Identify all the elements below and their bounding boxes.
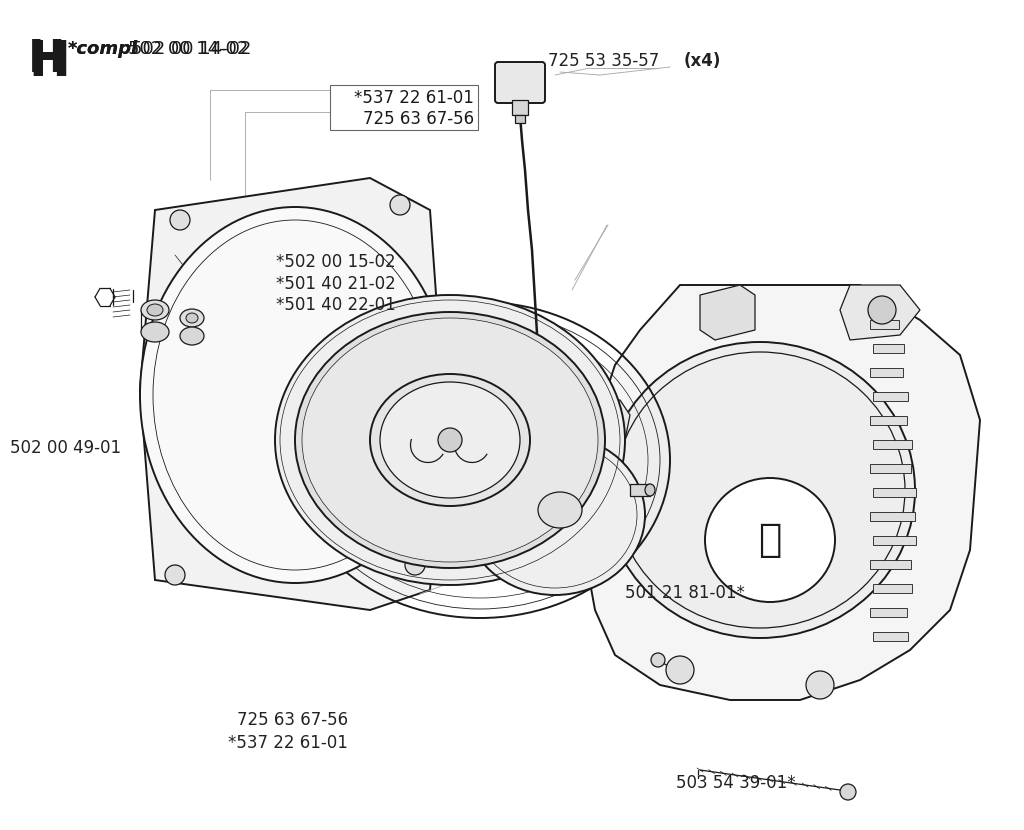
- Ellipse shape: [651, 653, 665, 667]
- Text: H: H: [28, 38, 66, 81]
- Ellipse shape: [141, 300, 169, 320]
- Text: H: H: [28, 38, 70, 86]
- Ellipse shape: [141, 322, 169, 342]
- Text: (x4): (x4): [684, 51, 721, 70]
- Bar: [870, 416, 907, 425]
- Polygon shape: [585, 285, 980, 700]
- Text: 725 63 67-56: 725 63 67-56: [362, 110, 474, 128]
- Ellipse shape: [170, 210, 190, 230]
- Text: 725 63 67-56: 725 63 67-56: [237, 711, 348, 730]
- Ellipse shape: [180, 327, 204, 345]
- Ellipse shape: [165, 565, 185, 585]
- Text: 503 54 39-01*: 503 54 39-01*: [676, 774, 796, 792]
- Polygon shape: [140, 178, 445, 610]
- Polygon shape: [700, 285, 755, 340]
- Text: *501 40 22-01: *501 40 22-01: [276, 296, 396, 315]
- Bar: [873, 536, 916, 545]
- Ellipse shape: [406, 555, 425, 575]
- Ellipse shape: [186, 313, 198, 323]
- Bar: [873, 584, 912, 593]
- Bar: [870, 560, 911, 569]
- Ellipse shape: [868, 296, 896, 324]
- Ellipse shape: [806, 671, 834, 699]
- Ellipse shape: [666, 656, 694, 684]
- Bar: [870, 368, 903, 377]
- Ellipse shape: [370, 374, 530, 506]
- Text: Ⓗ: Ⓗ: [759, 521, 781, 559]
- Ellipse shape: [705, 478, 835, 602]
- Ellipse shape: [538, 492, 582, 528]
- Text: *compl: *compl: [68, 40, 138, 58]
- Bar: [870, 320, 899, 329]
- FancyBboxPatch shape: [495, 62, 545, 103]
- Bar: [630, 484, 650, 496]
- Text: *537 22 61-01: *537 22 61-01: [354, 89, 474, 107]
- Ellipse shape: [840, 784, 856, 800]
- Text: 725 53 35-57: 725 53 35-57: [548, 51, 659, 70]
- Bar: [870, 464, 911, 473]
- Polygon shape: [840, 285, 920, 340]
- Bar: [873, 440, 912, 449]
- Bar: [873, 392, 908, 401]
- Text: *compl: *compl: [68, 40, 138, 58]
- Text: 502 00 49-01: 502 00 49-01: [10, 439, 122, 457]
- Bar: [870, 512, 915, 521]
- Text: 502 00 14-02: 502 00 14-02: [128, 40, 249, 58]
- Ellipse shape: [140, 207, 450, 583]
- Bar: [873, 488, 916, 497]
- Text: *537 22 61-01: *537 22 61-01: [228, 734, 348, 752]
- Ellipse shape: [438, 428, 462, 452]
- Ellipse shape: [645, 484, 655, 496]
- Bar: [330, 85, 478, 130]
- Ellipse shape: [302, 318, 598, 562]
- Bar: [873, 632, 908, 641]
- Ellipse shape: [180, 309, 204, 327]
- Bar: [873, 344, 904, 353]
- Ellipse shape: [147, 304, 163, 316]
- Text: 502 00 14-02: 502 00 14-02: [131, 40, 251, 58]
- Text: 501 21 81-01*: 501 21 81-01*: [625, 584, 744, 603]
- Ellipse shape: [275, 295, 625, 585]
- Ellipse shape: [390, 195, 410, 215]
- Text: *501 40 21-02: *501 40 21-02: [276, 275, 396, 293]
- Polygon shape: [585, 400, 630, 450]
- Bar: [870, 608, 907, 617]
- Ellipse shape: [605, 342, 915, 638]
- Bar: [515, 115, 525, 123]
- Text: *502 00 15-02: *502 00 15-02: [276, 253, 396, 271]
- Bar: [512, 100, 528, 115]
- Ellipse shape: [465, 435, 645, 595]
- Ellipse shape: [380, 382, 520, 498]
- Ellipse shape: [295, 312, 605, 568]
